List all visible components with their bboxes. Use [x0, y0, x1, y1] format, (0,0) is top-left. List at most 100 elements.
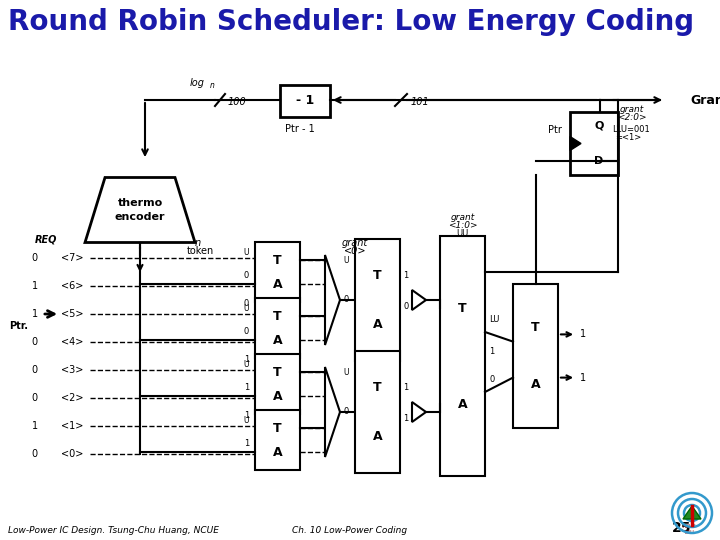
Text: 1: 1 [403, 383, 408, 392]
Text: Ch. 10 Low-Power Coding: Ch. 10 Low-Power Coding [292, 526, 408, 535]
Text: <0>: <0> [343, 246, 366, 256]
Text: 1: 1 [489, 347, 494, 356]
Text: 25: 25 [672, 521, 691, 535]
Text: grant: grant [620, 105, 644, 114]
Text: 1: 1 [403, 414, 408, 423]
Text: thermo: thermo [117, 198, 163, 208]
Text: n: n [195, 238, 201, 248]
Text: A: A [273, 334, 282, 347]
Text: <2>: <2> [60, 393, 84, 403]
Text: 1: 1 [244, 354, 249, 363]
Text: 0: 0 [244, 299, 249, 307]
Text: <0>: <0> [60, 449, 84, 459]
Text: n: n [210, 82, 215, 91]
Text: 1: 1 [244, 410, 249, 420]
Text: 1: 1 [580, 329, 586, 340]
Bar [255, 410, 300, 470]
Polygon shape [412, 402, 426, 422]
Text: 0: 0 [32, 253, 38, 263]
Text: 0: 0 [244, 271, 249, 280]
Text: A: A [373, 430, 382, 443]
Text: log: log [190, 78, 205, 88]
Text: T: T [458, 301, 467, 314]
Text: <5>: <5> [60, 309, 84, 319]
Text: 1: 1 [244, 438, 249, 448]
Text: <3>: <3> [60, 365, 84, 375]
Text: T: T [373, 269, 382, 282]
Bar [280, 85, 330, 117]
Text: - 1: - 1 [296, 94, 314, 107]
Text: Round Robin Scheduler: Low Energy Coding: Round Robin Scheduler: Low Energy Coding [8, 8, 694, 36]
Text: =<1>: =<1> [615, 133, 641, 143]
Text: A: A [458, 397, 467, 410]
Text: REQ: REQ [35, 235, 58, 245]
Bar [513, 284, 558, 428]
Text: 1: 1 [244, 382, 249, 392]
Text: 1: 1 [32, 281, 38, 291]
Text: <2:0>: <2:0> [617, 113, 647, 123]
Text: grant: grant [451, 213, 474, 222]
Text: LLU=001: LLU=001 [612, 125, 650, 134]
Bar [255, 298, 300, 358]
Text: Q: Q [594, 121, 603, 131]
Text: T: T [531, 321, 540, 334]
Text: 0: 0 [32, 449, 38, 459]
Polygon shape [570, 137, 581, 151]
Text: 100: 100 [228, 97, 246, 107]
Text: 0: 0 [32, 365, 38, 375]
Text: Low-Power IC Design. Tsung-Chu Huang, NCUE: Low-Power IC Design. Tsung-Chu Huang, NC… [8, 526, 219, 535]
Text: <4>: <4> [60, 337, 84, 347]
Text: <1>: <1> [60, 421, 84, 431]
Bar [255, 242, 300, 302]
Text: 0: 0 [32, 337, 38, 347]
Polygon shape [412, 290, 426, 310]
Text: 101: 101 [410, 97, 429, 107]
Text: encoder: encoder [114, 212, 166, 222]
Text: 0: 0 [343, 295, 349, 305]
Text: U: U [243, 360, 249, 369]
Text: U: U [343, 256, 349, 266]
Text: T: T [273, 366, 282, 379]
Text: 0: 0 [403, 302, 408, 310]
Text: <7>: <7> [60, 253, 84, 263]
Text: A: A [373, 318, 382, 331]
Text: T: T [273, 309, 282, 322]
Text: UU: UU [456, 230, 469, 239]
Text: 1: 1 [403, 271, 408, 280]
Text: U: U [243, 305, 249, 313]
Text: Grant: Grant [690, 93, 720, 106]
Text: 1: 1 [32, 421, 38, 431]
Polygon shape [85, 178, 195, 242]
Text: 1: 1 [32, 309, 38, 319]
Text: Ptr.: Ptr. [9, 321, 28, 331]
Text: U: U [243, 248, 249, 257]
Text: Ptr: Ptr [548, 125, 562, 135]
Text: EEU: EEU [684, 530, 694, 535]
Text: <6>: <6> [60, 281, 84, 291]
Polygon shape [683, 506, 701, 519]
Text: 1: 1 [580, 373, 586, 383]
Text: NCUE: NCUE [682, 524, 696, 530]
Text: <1:0>: <1:0> [448, 221, 477, 231]
Text: 0: 0 [343, 408, 349, 416]
Bar [355, 351, 400, 473]
Text: T: T [373, 381, 382, 394]
Text: 0: 0 [32, 393, 38, 403]
Text: T: T [273, 253, 282, 267]
Bar [255, 354, 300, 414]
Text: U: U [343, 368, 349, 377]
Text: token: token [186, 246, 214, 256]
Text: Ptr - 1: Ptr - 1 [285, 124, 315, 134]
Bar [355, 239, 400, 361]
Text: D: D [594, 156, 603, 166]
Polygon shape [325, 255, 340, 345]
Text: 0: 0 [244, 327, 249, 335]
Polygon shape [325, 367, 340, 457]
Text: A: A [531, 379, 540, 392]
Bar [570, 112, 618, 175]
Text: LU: LU [489, 315, 500, 325]
Text: U: U [243, 416, 249, 426]
Text: 0: 0 [489, 375, 494, 384]
Text: A: A [273, 278, 282, 291]
Text: grant: grant [342, 238, 368, 248]
